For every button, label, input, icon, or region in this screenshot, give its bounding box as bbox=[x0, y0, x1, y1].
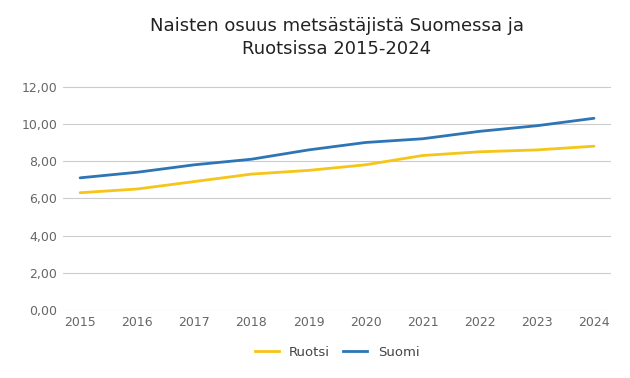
Ruotsi bbox=[419, 153, 427, 158]
Line: Suomi: Suomi bbox=[80, 118, 594, 178]
Suomi bbox=[248, 157, 255, 161]
Ruotsi bbox=[590, 144, 598, 149]
Suomi bbox=[476, 129, 484, 133]
Ruotsi bbox=[305, 168, 312, 173]
Suomi bbox=[134, 170, 141, 175]
Suomi bbox=[190, 163, 198, 167]
Ruotsi bbox=[76, 191, 84, 195]
Ruotsi bbox=[134, 187, 141, 191]
Ruotsi bbox=[476, 150, 484, 154]
Line: Ruotsi: Ruotsi bbox=[80, 146, 594, 193]
Suomi bbox=[533, 124, 541, 128]
Suomi bbox=[305, 148, 312, 152]
Ruotsi bbox=[362, 163, 369, 167]
Suomi bbox=[419, 136, 427, 141]
Suomi bbox=[362, 140, 369, 145]
Ruotsi bbox=[533, 148, 541, 152]
Title: Naisten osuus metsästäjistä Suomessa ja
Ruotsissa 2015-2024: Naisten osuus metsästäjistä Suomessa ja … bbox=[150, 17, 524, 58]
Ruotsi bbox=[190, 179, 198, 184]
Suomi bbox=[76, 175, 84, 180]
Legend: Ruotsi, Suomi: Ruotsi, Suomi bbox=[249, 340, 425, 364]
Ruotsi bbox=[248, 172, 255, 177]
Suomi bbox=[590, 116, 598, 121]
